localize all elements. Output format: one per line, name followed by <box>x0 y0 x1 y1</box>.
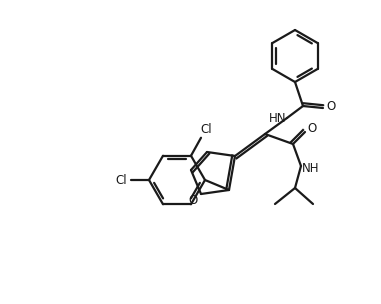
Text: HN: HN <box>269 112 287 125</box>
Text: O: O <box>188 195 198 208</box>
Text: Cl: Cl <box>115 174 127 186</box>
Text: O: O <box>327 101 336 113</box>
Text: O: O <box>307 123 317 136</box>
Text: NH: NH <box>302 161 320 174</box>
Text: Cl: Cl <box>200 123 212 136</box>
